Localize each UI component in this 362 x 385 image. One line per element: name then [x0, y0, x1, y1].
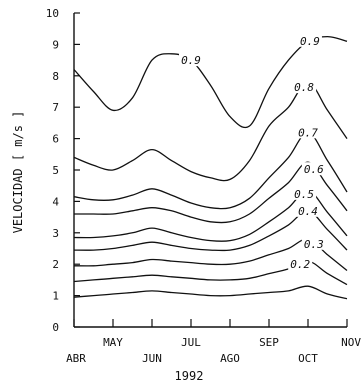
y-tick-label: 4: [52, 195, 59, 208]
curve-label-bg: [301, 236, 326, 250]
curve-label-bg: [179, 53, 203, 67]
curve-label-bg: [296, 203, 320, 217]
x-tick-label: JUL: [181, 336, 201, 349]
curve-label-bg: [288, 257, 313, 271]
curve-label: 0.2: [290, 258, 310, 271]
series-line: [73, 285, 348, 300]
y-tick-label: 1: [52, 290, 59, 303]
y-tick-label: 10: [46, 7, 59, 20]
curve-label: 0.5: [294, 188, 314, 201]
curve-label: 0.8: [294, 81, 314, 94]
curve-label: 0.3: [304, 238, 324, 251]
curve-labels: 0.9 0.9 0.8 0.7 0.6 0.5 0.4 0.3 0.2: [179, 33, 326, 271]
y-tick-label: 6: [52, 133, 59, 146]
x-tick-label: NOV: [341, 336, 361, 349]
curve-label-bg: [292, 80, 317, 94]
x-tick-label: OCT: [298, 352, 318, 365]
curve-label: 0.9: [181, 54, 201, 67]
x-tick-label: MAY: [103, 336, 123, 349]
x-axis-year-label: 1992: [175, 369, 204, 383]
x-tick-label: AGO: [220, 352, 240, 365]
curve-label-bg: [297, 33, 322, 47]
curve-label: 0.6: [304, 163, 324, 176]
y-axis-label: VELOCIDAD [ m/s ]: [11, 111, 25, 234]
y-tick-label: 0: [52, 321, 59, 334]
curve-label-bg: [301, 162, 326, 176]
y-tick-label: 7: [52, 101, 59, 114]
x-tick-label: SEP: [259, 336, 279, 349]
curve-label: 0.7: [298, 126, 318, 139]
y-tick-label: 2: [52, 258, 59, 271]
y-tick-label: 9: [52, 38, 59, 51]
curve-label: 0.9: [300, 35, 320, 48]
x-tick-label: ABR: [66, 352, 86, 365]
y-axis-ticks: 0 1 2 3 4 5 6 7 8 9 10: [46, 7, 80, 334]
curve-label-bg: [292, 186, 317, 200]
y-tick-label: 3: [52, 227, 59, 240]
x-axis-ticks: ABR MAY JUN JUL AGO SEP OCT NOV: [66, 319, 361, 365]
curve-label: 0.4: [298, 205, 318, 218]
y-tick-label: 8: [52, 70, 59, 83]
curve-label-bg: [296, 125, 320, 139]
y-tick-label: 5: [52, 164, 59, 177]
x-tick-label: JUN: [142, 352, 162, 365]
